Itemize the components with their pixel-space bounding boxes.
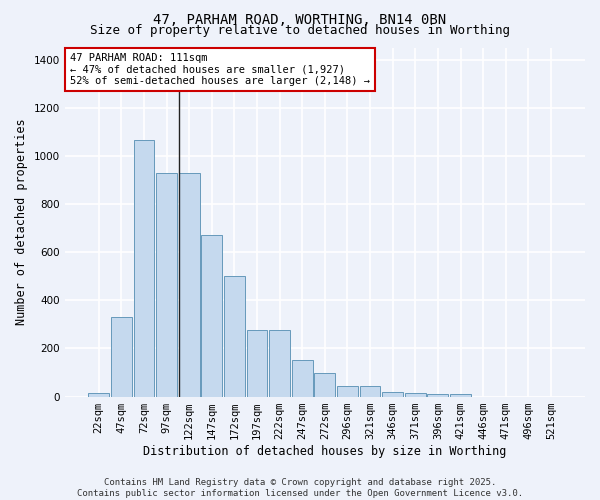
Text: Size of property relative to detached houses in Worthing: Size of property relative to detached ho… [90,24,510,37]
Bar [359,386,380,396]
Bar [427,394,448,396]
Text: 47, PARHAM ROAD, WORTHING, BN14 0BN: 47, PARHAM ROAD, WORTHING, BN14 0BN [154,12,446,26]
Bar [179,172,200,396]
Bar [314,372,335,396]
Text: Contains HM Land Registry data © Crown copyright and database right 2025.
Contai: Contains HM Land Registry data © Crown c… [77,478,523,498]
Bar [450,394,471,396]
Bar [247,330,268,396]
Bar [337,386,358,396]
Bar [156,172,177,396]
Bar [134,140,154,396]
Bar [88,393,109,396]
Bar [269,330,290,396]
X-axis label: Distribution of detached houses by size in Worthing: Distribution of detached houses by size … [143,444,506,458]
Bar [292,360,313,396]
Y-axis label: Number of detached properties: Number of detached properties [15,118,28,326]
Bar [405,393,425,396]
Bar [202,236,222,396]
Bar [111,317,132,396]
Bar [224,276,245,396]
Text: 47 PARHAM ROAD: 111sqm
← 47% of detached houses are smaller (1,927)
52% of semi-: 47 PARHAM ROAD: 111sqm ← 47% of detached… [70,52,370,86]
Bar [382,392,403,396]
